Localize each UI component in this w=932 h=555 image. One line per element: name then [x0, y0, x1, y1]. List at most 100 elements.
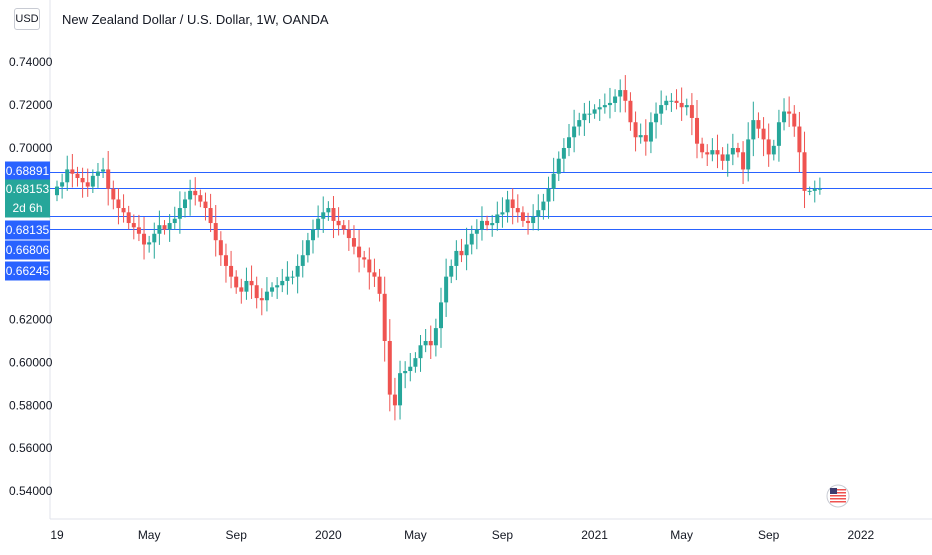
x-tick-label: 2022 — [847, 528, 874, 542]
candle-body — [55, 186, 59, 196]
chart-title: New Zealand Dollar / U.S. Dollar, 1W, OA… — [62, 12, 329, 27]
candle-body — [510, 199, 515, 209]
y-tick-label: 0.62000 — [9, 313, 53, 327]
candle-body — [730, 147, 735, 155]
currency-button[interactable]: USD — [14, 8, 40, 30]
candle-body — [311, 229, 315, 241]
price-label-level-1: 0.68891 — [6, 164, 50, 178]
flag-stripe — [830, 498, 846, 500]
candle-body — [792, 113, 797, 127]
candle-body — [695, 117, 699, 144]
candle-body — [628, 100, 633, 123]
candle-body — [264, 291, 269, 301]
y-tick-label: 0.54000 — [9, 484, 53, 498]
candle-body — [607, 102, 612, 106]
candle-body — [802, 152, 807, 191]
candle-body — [787, 111, 792, 114]
candle-body — [398, 373, 403, 406]
candle-body — [167, 223, 172, 230]
x-tick-label: Sep — [226, 528, 248, 542]
candle-body — [439, 302, 443, 329]
candle-body — [464, 244, 469, 256]
x-tick-label: Sep — [758, 528, 780, 542]
candle-body — [142, 233, 147, 245]
candle-body — [157, 225, 162, 234]
candle-body — [602, 105, 607, 108]
us-flag-event-icon — [826, 484, 850, 508]
candle-body — [346, 229, 351, 239]
candle-body — [546, 188, 551, 202]
candle-body — [65, 169, 70, 183]
candle-body — [111, 188, 116, 200]
candle-body — [316, 218, 321, 230]
candle-body — [710, 150, 715, 155]
candle-body — [152, 233, 157, 243]
bar-countdown-label: 2d 6h — [12, 201, 42, 215]
candle-body — [679, 102, 684, 108]
candle-body — [520, 212, 525, 221]
candle-body — [372, 272, 377, 277]
candle-body — [321, 212, 326, 219]
x-tick-label: Sep — [492, 528, 514, 542]
candle-body — [551, 173, 556, 189]
candle-body — [90, 175, 95, 187]
candle-body — [290, 276, 295, 278]
candle-body — [418, 345, 423, 359]
candle-body — [807, 190, 812, 192]
x-tick-label: May — [138, 528, 161, 542]
candle-body — [715, 150, 720, 155]
candle-body — [669, 100, 674, 102]
candle-body — [254, 285, 259, 299]
y-tick-label: 0.74000 — [9, 55, 53, 69]
candle-body — [162, 225, 167, 230]
candle-body — [362, 257, 367, 260]
price-label-level-2-bg — [5, 220, 50, 240]
price-label-level-3-bg — [5, 240, 50, 260]
candle-body — [782, 111, 787, 123]
candle-body — [531, 216, 536, 224]
candle-body — [188, 190, 193, 200]
candle-body — [259, 298, 264, 301]
candle-body — [357, 246, 362, 258]
candle-body — [239, 287, 244, 292]
candle-body — [654, 113, 659, 123]
candle-body — [60, 182, 65, 187]
candle-body — [95, 171, 100, 176]
flag-canton — [830, 488, 837, 494]
candle-body — [270, 287, 275, 292]
price-label-level-4: 0.66245 — [6, 264, 50, 278]
candle-body — [223, 255, 228, 266]
candle-body — [193, 190, 198, 196]
flag-stripe — [830, 489, 846, 491]
candle-body — [776, 122, 781, 146]
candle-body — [700, 143, 705, 153]
candle-body — [725, 154, 730, 161]
candle-body — [147, 242, 152, 245]
x-tick-label: 19 — [50, 528, 64, 542]
candle-body — [556, 158, 561, 174]
candle-body — [689, 105, 694, 118]
candle-body — [638, 135, 643, 138]
candle-body — [505, 199, 510, 213]
candle-body — [433, 328, 438, 346]
candle-body — [664, 100, 669, 106]
candle-body — [751, 120, 756, 140]
candle-body — [131, 223, 136, 228]
candle-body — [183, 199, 187, 209]
candle-body — [597, 107, 602, 110]
candle-body — [126, 212, 131, 224]
candle-body — [392, 394, 397, 406]
candle-body — [428, 340, 433, 346]
candle-body — [331, 208, 336, 221]
candle-body — [643, 135, 648, 142]
candle-body — [285, 276, 290, 281]
last-price-label-bg — [5, 179, 50, 199]
candle-body — [305, 240, 310, 256]
candle-body — [684, 105, 689, 108]
x-tick-label: 2020 — [315, 528, 342, 542]
candle-body — [413, 358, 418, 367]
x-tick-label: May — [670, 528, 693, 542]
candle-body — [500, 212, 505, 215]
